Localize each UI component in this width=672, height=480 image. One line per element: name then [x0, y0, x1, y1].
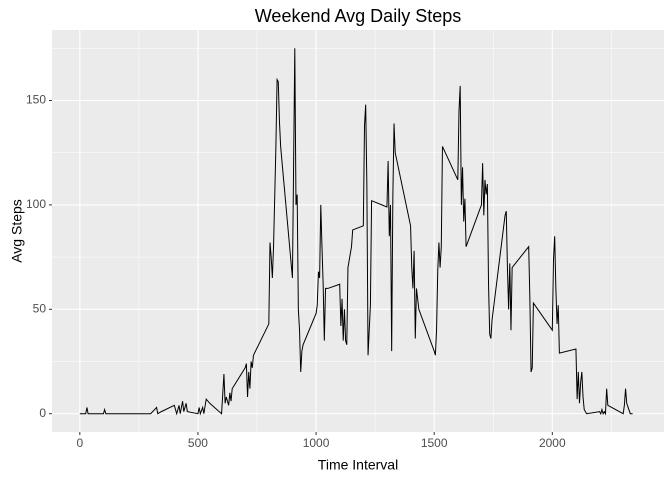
data-line [79, 48, 633, 416]
y-tick-label: 150 [26, 93, 46, 107]
chart-title: Weekend Avg Daily Steps [255, 6, 461, 26]
x-tick-label: 1500 [421, 436, 448, 450]
plot-panel [52, 30, 664, 432]
y-tick-label: 50 [33, 301, 47, 315]
x-tick-label: 2000 [539, 436, 566, 450]
y-tick-label: 100 [26, 197, 46, 211]
x-tick-label: 0 [76, 436, 83, 450]
x-tick-label: 1000 [303, 436, 330, 450]
x-axis-title: Time Interval [318, 457, 398, 473]
y-axis-title: Avg Steps [9, 199, 25, 263]
x-tick-label: 500 [188, 436, 208, 450]
y-tick-label: 0 [39, 406, 46, 420]
